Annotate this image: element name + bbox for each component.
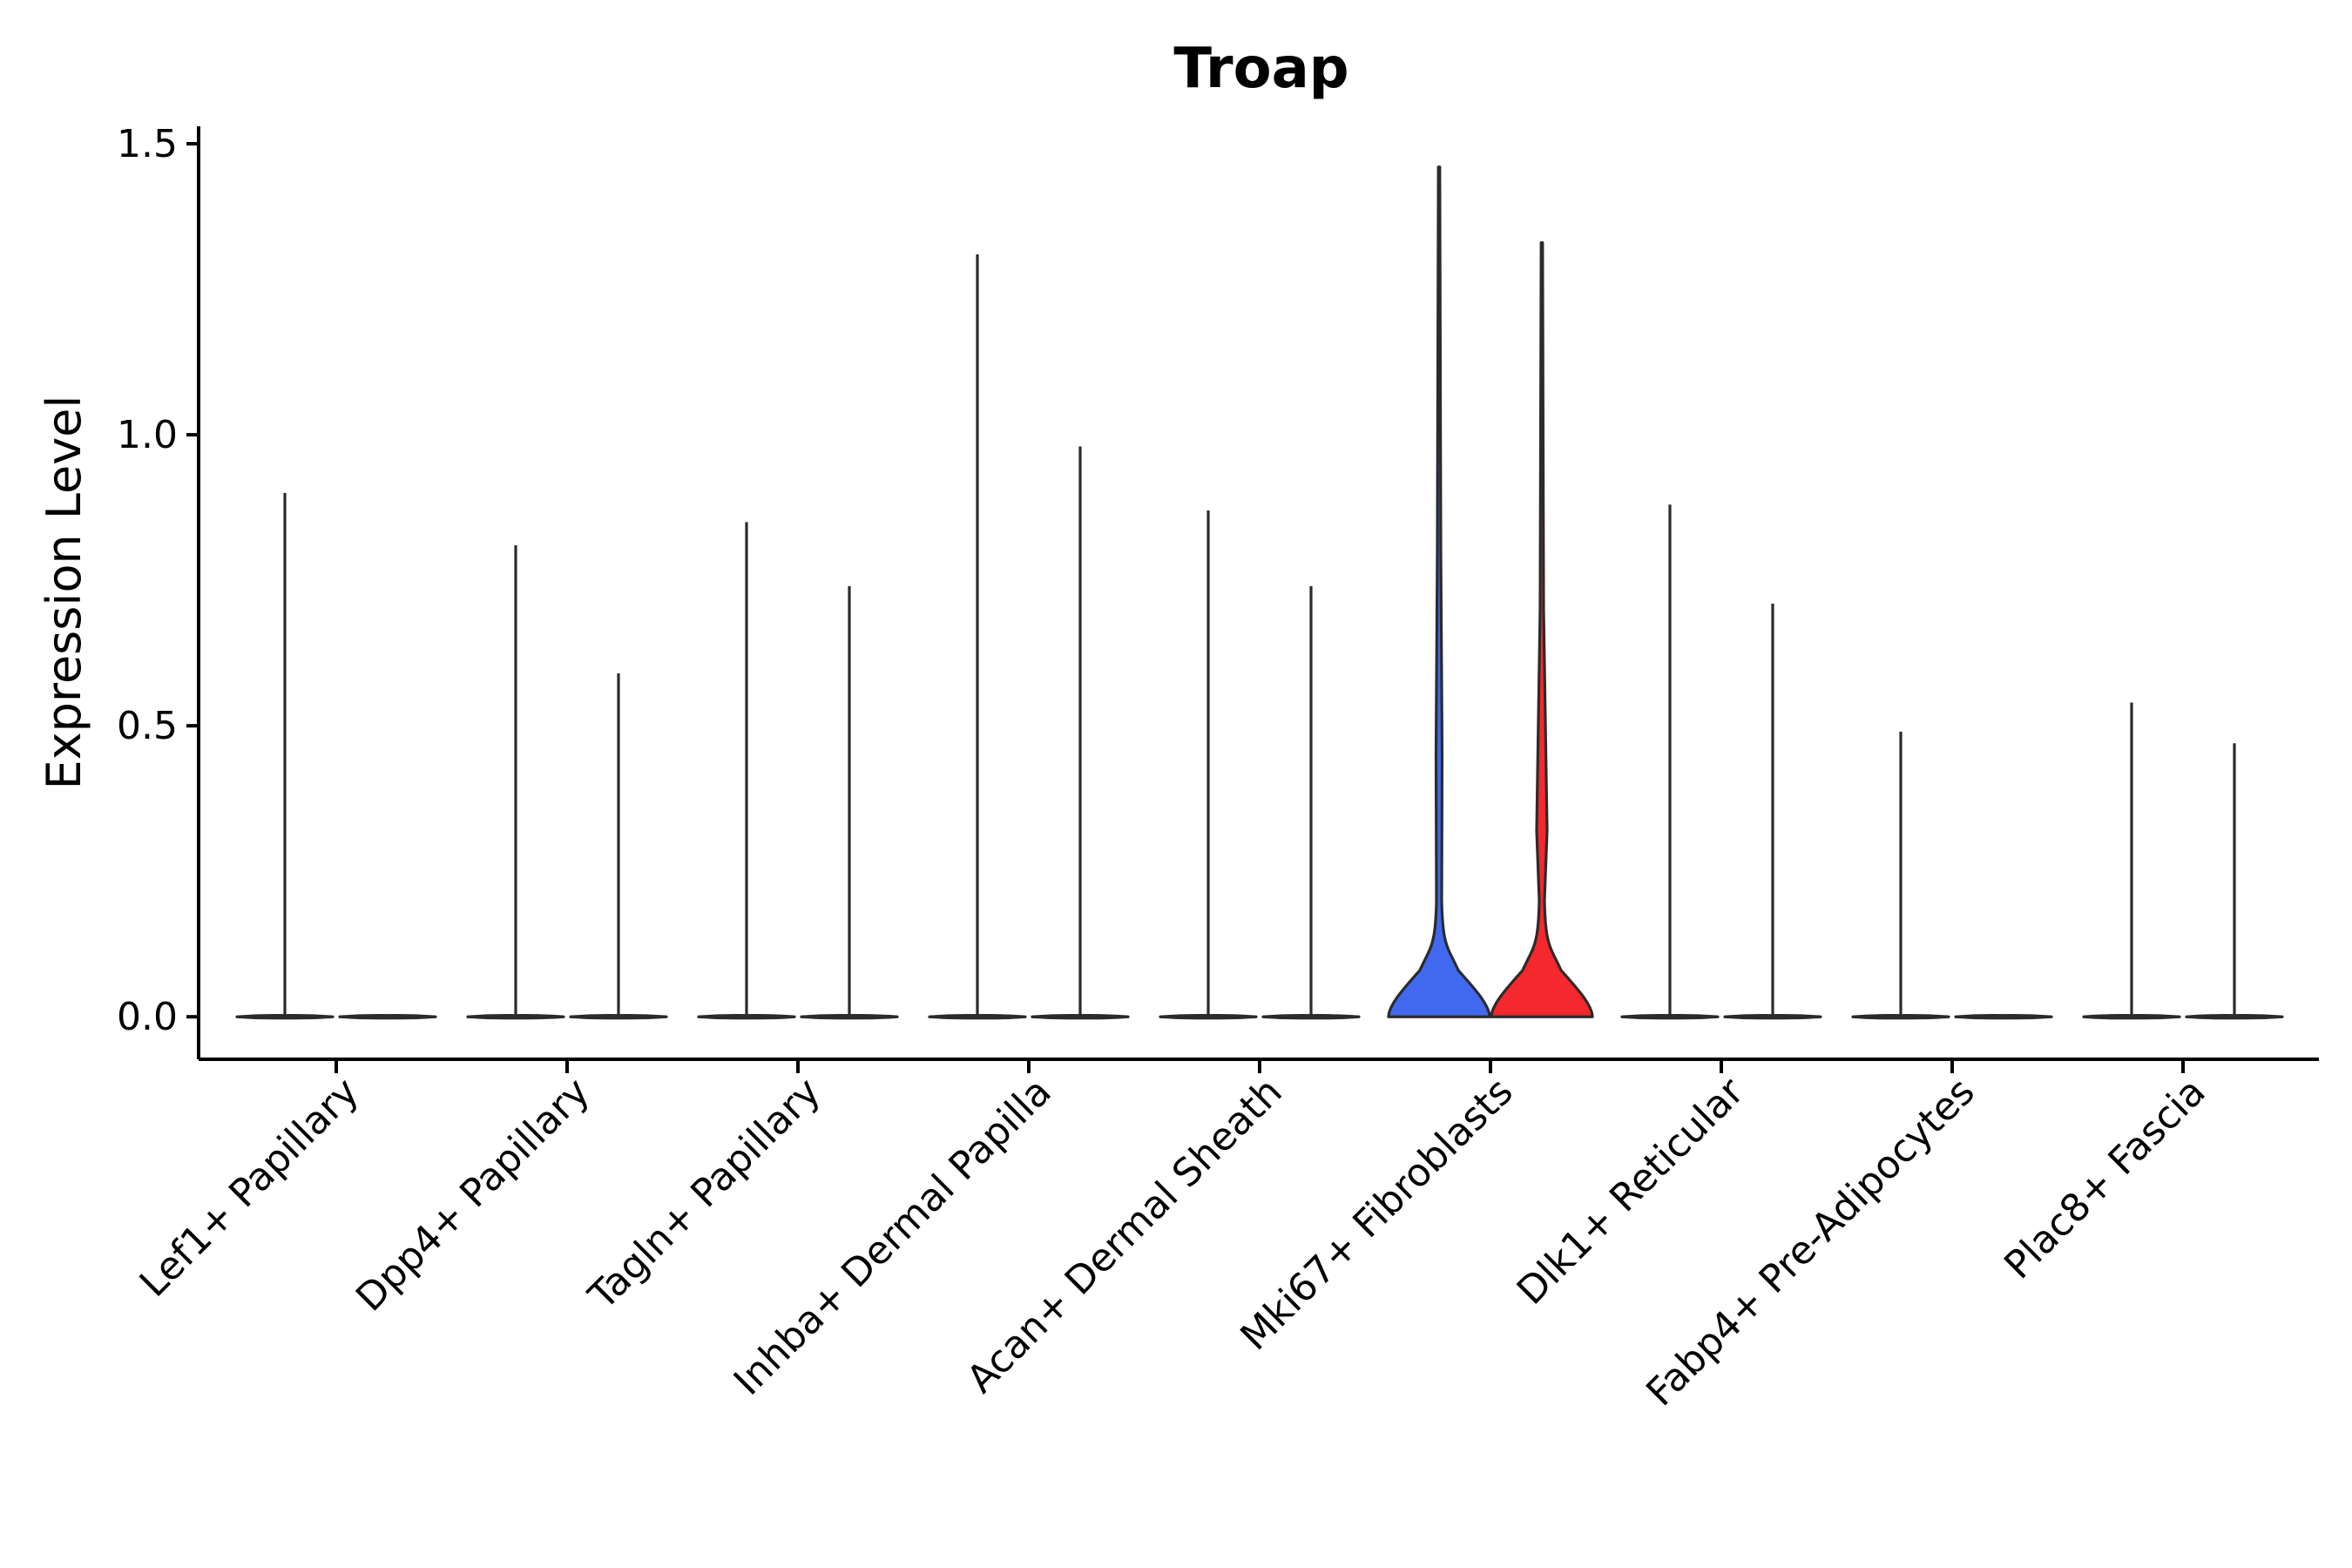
y-tick-label: 0.0: [117, 995, 178, 1039]
y-tick-label: 1.0: [117, 413, 178, 457]
x-tick-label: Tagln+ Papillary: [580, 1070, 829, 1319]
violin-2-group1: [466, 545, 565, 1020]
y-tick-label: 0.5: [117, 704, 178, 748]
violin-8-group2: [1954, 1014, 2053, 1020]
violin-1-group1: [235, 492, 335, 1020]
violin-group: [235, 166, 2284, 1020]
violin-3-group1: [697, 522, 796, 1020]
violin-6-group1: [1387, 166, 1491, 1018]
violin-7-group2: [1723, 603, 1822, 1020]
violin-9-group2: [2185, 743, 2284, 1020]
x-tick-label: Plac8+ Fascia: [1996, 1070, 2214, 1288]
y-tick-label: 1.5: [117, 122, 178, 166]
chart-title: Troap: [1173, 37, 1348, 101]
x-tick-label: Lef1+ Papillary: [132, 1070, 368, 1306]
violin-4-group1: [928, 253, 1027, 1020]
violin-5-group1: [1159, 510, 1258, 1020]
violin-7-group1: [1620, 504, 1720, 1020]
violin-6-group2: [1490, 241, 1594, 1018]
x-tick-label: Dlk1+ Reticular: [1509, 1069, 1754, 1314]
violin-5-group2: [1261, 585, 1361, 1020]
violin-8-group1: [1851, 731, 1950, 1020]
y-axis: 0.0 0.5 1.0 1.5: [117, 122, 200, 1059]
x-tick-label: Dpp4+ Papillary: [348, 1070, 598, 1321]
y-axis-label: Expression Level: [37, 395, 91, 790]
violin-3-group2: [800, 585, 899, 1020]
violin-1-group2: [338, 1014, 437, 1020]
violin-9-group1: [2082, 702, 2181, 1020]
violin-4-group2: [1031, 446, 1130, 1020]
violin-2-group2: [569, 673, 668, 1020]
